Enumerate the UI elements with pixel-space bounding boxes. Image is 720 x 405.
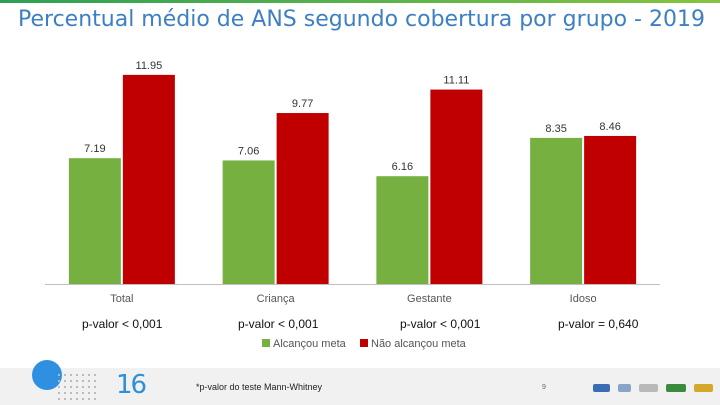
bar-chart: 7.19 11.95 Total 7.06 9.77 Criança 6.16 11.11 Ge… — [45, 60, 660, 350]
data-label-alcancou-4: 8.35 — [545, 123, 566, 135]
pvalue-idoso: p-valor = 0,640 — [558, 317, 639, 331]
category-label-3: Gestante — [407, 293, 452, 305]
data-label-alcancou-3: 6.16 — [392, 161, 413, 173]
data-label-nao-alcancou-1: 11.95 — [136, 60, 163, 72]
partner-logos-icon — [593, 378, 713, 398]
data-label-nao-alcancou-3: 11.11 — [443, 75, 469, 87]
footnote: *p-valor do teste Mann-Whitney — [196, 382, 323, 392]
bar-nao-alcancou-3 — [430, 89, 483, 284]
top-accent-line — [0, 0, 720, 3]
legend-label-2: Não alcançou meta — [371, 338, 467, 350]
pvalue-gestante: p-valor < 0,001 — [400, 317, 481, 331]
data-label-alcancou-2: 7.06 — [238, 145, 259, 157]
category-label-1: Total — [110, 293, 133, 305]
data-label-alcancou-1: 7.19 — [84, 143, 105, 155]
pvalue-total: p-valor < 0,001 — [82, 317, 163, 331]
legend-swatch-1 — [262, 339, 270, 347]
bar-alcancou-2 — [222, 160, 275, 284]
slide-title: Percentual médio de ANS segundo cobertur… — [18, 7, 705, 32]
data-label-nao-alcancou-4: 8.46 — [599, 121, 620, 133]
bar-alcancou-1 — [68, 158, 121, 284]
anniversary-logo-icon: 16 — [116, 370, 147, 400]
bar-alcancou-4 — [530, 137, 583, 284]
data-label-nao-alcancou-2: 9.77 — [292, 98, 313, 110]
bar-nao-alcancou-1 — [122, 74, 175, 284]
bar-nao-alcancou-2 — [276, 113, 329, 285]
pvalue-crianca: p-valor < 0,001 — [238, 317, 319, 331]
category-label-2: Criança — [257, 293, 296, 305]
category-label-4: Idoso — [570, 293, 597, 305]
legend-label-1: Alcançou meta — [273, 338, 347, 350]
legend-swatch-2 — [360, 339, 368, 347]
bar-nao-alcancou-4 — [584, 135, 637, 284]
bar-alcancou-3 — [376, 176, 429, 284]
page-number: 9 — [542, 384, 546, 391]
dot-grid-icon — [56, 372, 96, 402]
